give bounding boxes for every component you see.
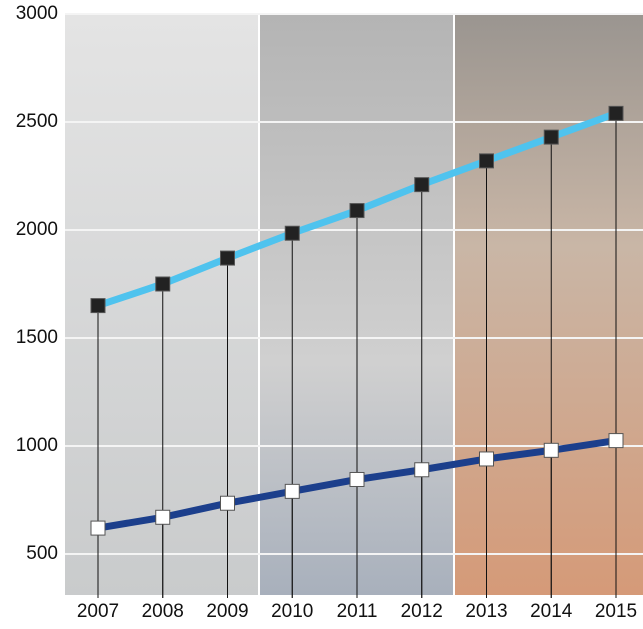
marker <box>479 451 494 467</box>
marker <box>349 471 365 487</box>
marker <box>155 509 171 525</box>
marker <box>414 462 430 478</box>
y-tick-label: 3000 <box>16 3 58 24</box>
marker <box>284 225 300 241</box>
y-tick-label: 500 <box>26 543 58 564</box>
y-tick-label: 1000 <box>16 435 58 456</box>
marker <box>543 442 559 458</box>
x-tick-label: 2009 <box>206 601 248 622</box>
x-tick-label: 2008 <box>142 601 184 622</box>
marker <box>284 483 300 499</box>
marker <box>608 433 624 449</box>
marker <box>90 520 106 536</box>
marker <box>349 203 365 219</box>
marker <box>608 105 624 121</box>
x-tick-label: 2014 <box>530 601 573 622</box>
marker <box>90 298 106 314</box>
marker <box>414 177 430 193</box>
marker <box>220 250 235 266</box>
background-photo <box>65 14 643 595</box>
marker <box>155 276 171 292</box>
x-tick-label: 2010 <box>271 601 313 622</box>
y-tick-label: 2000 <box>16 219 58 240</box>
y-tick-label: 1500 <box>16 327 58 348</box>
x-tick-label: 2015 <box>595 601 637 622</box>
x-tick-label: 2007 <box>77 601 119 622</box>
marker <box>220 495 235 511</box>
y-tick-label: 2500 <box>16 111 58 132</box>
marker <box>543 129 559 145</box>
marker <box>479 153 494 169</box>
x-tick-label: 2011 <box>337 601 378 622</box>
x-tick-label: 2012 <box>401 601 443 622</box>
x-tick-label: 2013 <box>465 601 507 622</box>
